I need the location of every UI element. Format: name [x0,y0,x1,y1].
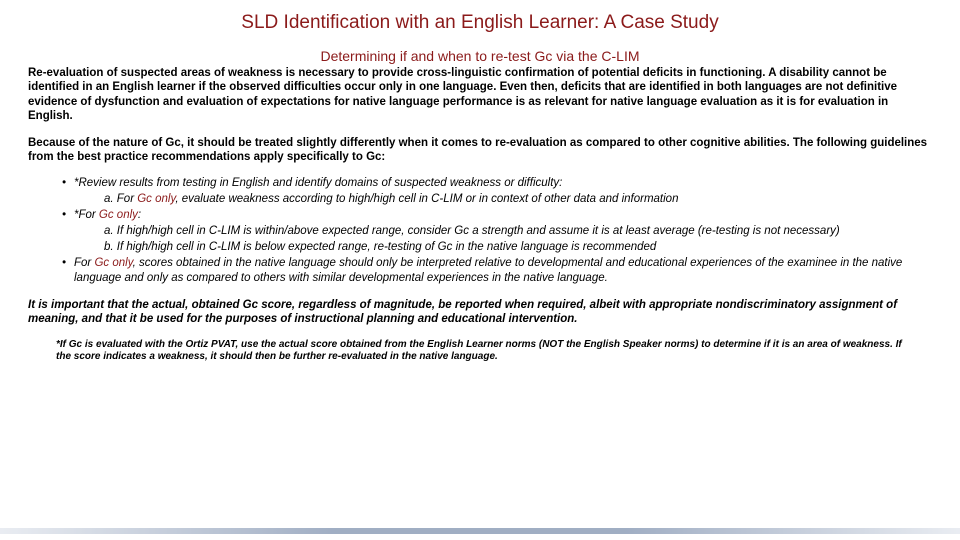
gc-only-label: Gc only [99,209,138,221]
sub-item: a. For Gc only, evaluate weakness accord… [104,192,932,207]
gc-only-label: Gc only [137,193,175,205]
guidelines-list: *Review results from testing in English … [62,176,932,286]
sub-item: b. If high/high cell in C-LIM is below e… [104,240,932,255]
footer-divider [0,528,960,534]
list-item: *For Gc only: a. If high/high cell in C-… [62,208,932,255]
sub-text-prefix: a. For [104,193,137,205]
closing-paragraph: It is important that the actual, obtaine… [28,298,932,327]
sub-item: a. If high/high cell in C-LIM is within/… [104,224,932,239]
sub-list: a. For Gc only, evaluate weakness accord… [104,192,932,207]
list-item: For Gc only, scores obtained in the nati… [62,256,932,286]
list-item: *Review results from testing in English … [62,176,932,207]
bullet-text-prefix: *For [74,209,99,221]
section-title: Determining if and when to re-test Gc vi… [28,48,932,64]
bullet-text: *Review results from testing in English … [74,177,562,189]
bullet-text-suffix: , scores obtained in the native language… [74,257,902,284]
bullet-text-prefix: For [74,257,94,269]
gc-only-label: Gc only [94,257,132,269]
sub-list: a. If high/high cell in C-LIM is within/… [104,224,932,255]
intro-paragraph-1: Re-evaluation of suspected areas of weak… [28,66,932,124]
footnote: *If Gc is evaluated with the Ortiz PVAT,… [56,339,904,364]
sub-text-suffix: , evaluate weakness according to high/hi… [175,193,678,205]
intro-paragraph-2: Because of the nature of Gc, it should b… [28,136,932,165]
page-title: SLD Identification with an English Learn… [28,12,932,34]
bullet-text-suffix: : [138,209,141,221]
